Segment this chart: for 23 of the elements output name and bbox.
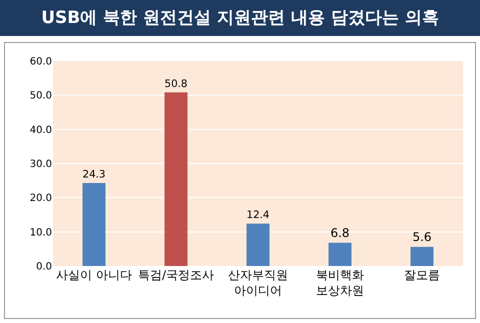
y-tick-label: 40.0	[30, 124, 52, 136]
data-label: 24.3	[82, 168, 106, 180]
y-tick-label: 0.0	[36, 262, 52, 272]
y-tick-label: 10.0	[30, 227, 52, 238]
x-tick-label: 잘모름	[404, 268, 440, 282]
bar	[82, 182, 106, 266]
bar	[246, 224, 270, 266]
y-tick-label: 20.0	[30, 193, 52, 204]
data-label: 5.6	[412, 230, 432, 244]
y-tick-label: 30.0	[30, 159, 52, 170]
x-tick-label: 특검/국정조사	[138, 268, 214, 282]
bar	[164, 92, 188, 266]
bar	[328, 242, 352, 266]
bar	[410, 246, 434, 266]
data-label: 6.8	[330, 226, 350, 240]
chart-title: USB에 북한 원전건설 지원관련 내용 담겼다는 의혹	[0, 0, 480, 36]
data-label: 12.4	[246, 209, 270, 222]
y-tick-label: 60.0	[30, 56, 52, 68]
x-tick-label: 북비핵화 보상차원	[316, 268, 364, 298]
y-tick-label: 50.0	[30, 90, 52, 102]
data-label: 50.8	[164, 78, 188, 90]
x-tick-label: 사실이 아니다	[56, 268, 132, 282]
x-tick-label: 산자부직원 아이디어	[228, 268, 288, 298]
